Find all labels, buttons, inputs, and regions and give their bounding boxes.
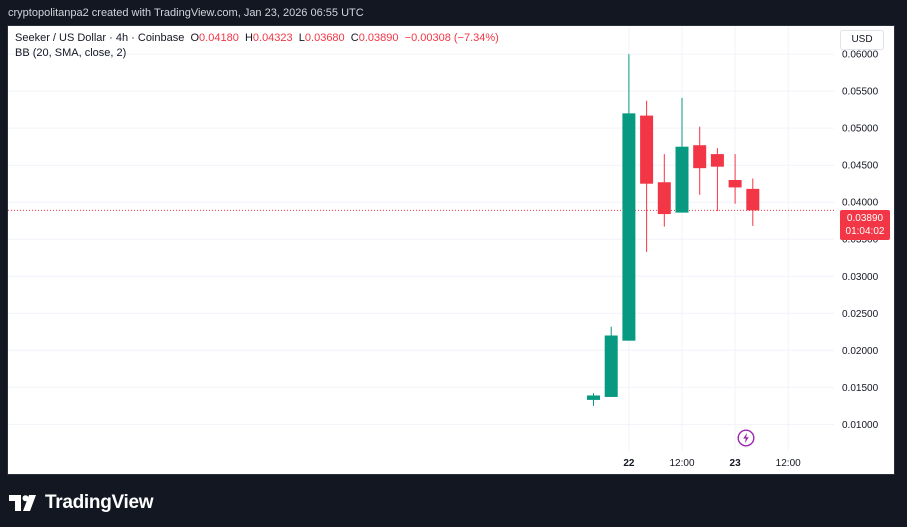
last-price-value: 0.03890 bbox=[846, 213, 884, 224]
price-tick-label: 0.02000 bbox=[842, 346, 879, 357]
close-label: C bbox=[350, 32, 359, 44]
change-value: −0.00308 (−7.34%) bbox=[404, 32, 499, 44]
created-by-caption: cryptopolitanpa2 created with TradingVie… bbox=[8, 7, 364, 19]
price-tick-label: 0.01000 bbox=[842, 420, 879, 431]
candle bbox=[710, 148, 724, 212]
currency-button[interactable]: USD bbox=[840, 30, 884, 50]
symbol-title: Seeker / US Dollar · 4h · Coinbase bbox=[15, 32, 185, 44]
chart-pane[interactable]: 0.06000 0.05500 0.05000 0.04500 0.04000 0.035… bbox=[7, 25, 895, 475]
lightning-icon[interactable] bbox=[737, 429, 755, 447]
bar-countdown: 01:04:02 bbox=[845, 226, 885, 237]
price-tick-label: 0.06000 bbox=[842, 50, 879, 61]
grid-lines bbox=[8, 26, 834, 451]
candle bbox=[604, 326, 618, 397]
candle bbox=[657, 154, 671, 227]
symbol-row: Seeker / US Dollar · 4h · Coinbase O0.04… bbox=[15, 31, 499, 45]
candle-body-up bbox=[675, 146, 689, 213]
candle-body-up bbox=[622, 113, 636, 341]
chart-legend: Seeker / US Dollar · 4h · Coinbase O0.04… bbox=[15, 31, 499, 60]
candlestick-chart[interactable]: 0.06000 0.05500 0.05000 0.04500 0.04000 0.035… bbox=[8, 26, 895, 475]
low-label: L bbox=[298, 32, 305, 44]
price-tick-label: 0.05000 bbox=[842, 124, 879, 135]
candle bbox=[640, 100, 654, 252]
candle bbox=[728, 154, 742, 204]
open-label: O bbox=[190, 32, 200, 44]
candle-body-down bbox=[710, 154, 724, 167]
low-value: 0.03680 bbox=[304, 32, 345, 44]
price-tick-label: 0.04500 bbox=[842, 161, 879, 172]
indicator-label[interactable]: BB (20, SMA, close, 2) bbox=[15, 47, 127, 59]
tradingview-wordmark: TradingView bbox=[45, 492, 154, 513]
candle-body-up bbox=[604, 335, 618, 397]
price-tick-label: 0.02500 bbox=[842, 309, 879, 320]
last-price-tag: 0.03890 01:04:02 bbox=[840, 210, 890, 240]
high-label: H bbox=[244, 32, 253, 44]
high-value: 0.04323 bbox=[252, 32, 293, 44]
price-tick-label: 0.03500 bbox=[842, 235, 879, 246]
candle-body-up bbox=[587, 395, 600, 400]
candle-body-down bbox=[728, 180, 742, 188]
price-tick-label: 0.05500 bbox=[842, 87, 879, 98]
open-value: 0.04180 bbox=[199, 32, 239, 44]
price-tick-label: 0.04000 bbox=[842, 198, 879, 209]
time-tick-label: 12:00 bbox=[776, 458, 801, 469]
time-axis: 22 12:00 23 12:00 bbox=[623, 458, 801, 469]
close-value: 0.03890 bbox=[358, 32, 399, 44]
time-tick-label: 22 bbox=[623, 458, 635, 469]
candle bbox=[587, 393, 600, 406]
price-tick-label: 0.03000 bbox=[842, 272, 879, 283]
candle bbox=[693, 126, 707, 195]
price-axis: 0.06000 0.05500 0.05000 0.04500 0.04000 0.035… bbox=[842, 50, 879, 431]
candle-body-down bbox=[657, 182, 671, 215]
tradingview-logo[interactable]: TradingView bbox=[9, 491, 154, 515]
candle-body-down bbox=[746, 188, 760, 211]
price-tick-label: 0.01500 bbox=[842, 383, 879, 394]
candle bbox=[675, 97, 689, 213]
candle-body-down bbox=[693, 145, 707, 169]
candles bbox=[587, 54, 760, 406]
candle bbox=[746, 178, 760, 226]
candle bbox=[622, 54, 636, 341]
candle-body-down bbox=[640, 115, 654, 184]
tradingview-logo-icon bbox=[9, 495, 36, 511]
time-tick-label: 23 bbox=[730, 458, 742, 469]
time-tick-label: 12:00 bbox=[669, 458, 694, 469]
